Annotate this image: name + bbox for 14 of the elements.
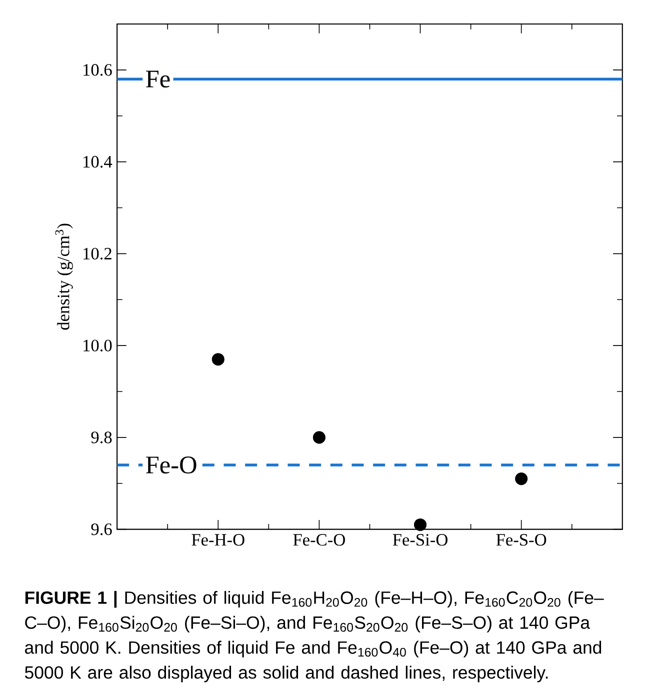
y-tick-label: 10.4 xyxy=(84,156,112,168)
ref-line-label: Fe-O xyxy=(146,456,196,474)
x-tick-label: Fe-C-O xyxy=(293,534,345,546)
ref-line-label: Fe xyxy=(146,70,170,88)
x-tick-label: Fe-H-O xyxy=(192,534,244,546)
y-axis-title: density (g/cm$^{3}$) xyxy=(55,224,73,330)
y-tick-label: 9.8 xyxy=(91,432,112,444)
y-tick-label: 10.0 xyxy=(84,340,112,352)
x-tick-label: Fe-S-O xyxy=(496,534,546,546)
text: FIGURE 1 | Densities of liquid Fe$_{160}$H$_{20}$O$_{20}$ (Fe–H–O), Fe$_{160}$C$_{20}$O$_{20}$ (Fe–C–O), Fe$_{160}$Si$_{20}$O$_{20}$ (Fe–Si–O), and Fe$_{160}$S$_{20}$O$_{20}$ (Fe–S–O) at 140 GPa and 5000 K. Densities of liquid Fe and Fe$_{160}$O$_{40}$ (Fe–O) at 140 GPa and 5000 K are also displayed as solid and dashed lines, respectively. xyxy=(24,590,604,682)
y-tick-label: 9.6 xyxy=(91,523,112,536)
x-tick-label: Fe-Si-O xyxy=(392,534,448,546)
y-tick-label: 10.2 xyxy=(84,248,112,260)
y-tick-label: 10.6 xyxy=(84,64,112,76)
